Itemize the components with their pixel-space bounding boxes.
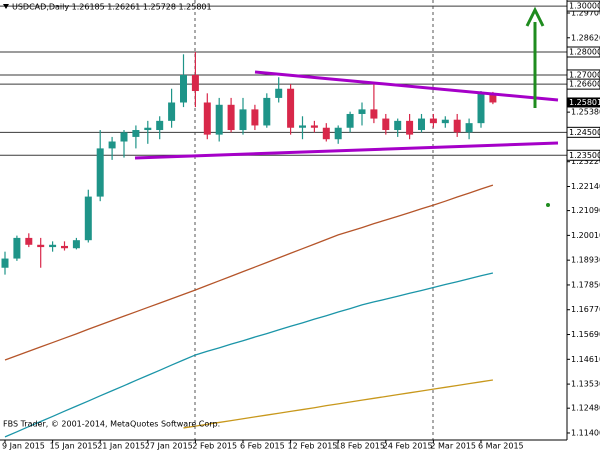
candle-body (275, 88, 283, 98)
candle-body (310, 125, 318, 128)
level-label-box (566, 78, 600, 90)
x-tick-label: 12 Feb 2015 (288, 442, 338, 450)
candle-body (61, 245, 68, 249)
moving-average (4, 272, 494, 438)
candle-body (465, 123, 473, 133)
candle-body (370, 109, 378, 119)
candle-body (346, 113, 354, 128)
candle-body (191, 74, 199, 92)
candle-body (215, 104, 223, 135)
candle-body (358, 109, 366, 114)
y-tick-label: 1.21090 (571, 206, 600, 215)
x-tick-label: 2 Feb 2015 (192, 442, 237, 450)
last-price-label: 1.25801 (569, 98, 600, 107)
candle-body (13, 237, 21, 259)
arrow-head (525, 6, 545, 27)
candle-body (96, 148, 104, 197)
candle-body (453, 119, 461, 133)
plot (0, 5, 567, 438)
level-label: 1.30000 (569, 2, 600, 11)
candle-body (49, 244, 57, 248)
y-tick-label: 1.28620 (571, 33, 600, 42)
y-tick-label: 1.11400 (571, 428, 600, 437)
candle-body (203, 102, 211, 135)
y-tick-label: 1.16770 (571, 305, 600, 314)
header: USDCAD,Daily 1.26185 1.26261 1.25728 1.2… (12, 3, 212, 12)
candle-body (132, 130, 140, 137)
candle-body (322, 127, 330, 140)
trendline (134, 141, 559, 160)
level-label: 1.28000 (569, 48, 600, 57)
trendline (254, 70, 559, 102)
candle-body (394, 120, 402, 131)
y-tick-label: 1.20010 (571, 231, 600, 240)
candle-body (227, 104, 235, 131)
candle-body (25, 237, 33, 245)
candle-body (108, 141, 116, 149)
candle-body (144, 127, 152, 131)
x-tick-label: 24 Feb 2015 (383, 442, 433, 450)
y-tick-label: 1.12480 (571, 404, 600, 413)
y-tick-label: 1.17850 (571, 280, 600, 289)
candle-body (299, 125, 306, 128)
candle-body (263, 97, 271, 126)
marker (546, 203, 550, 207)
x-tick-label: 2 Mar 2015 (430, 442, 476, 450)
candle-body (406, 120, 414, 135)
level-label-box (566, 126, 600, 138)
last-price-box (567, 97, 600, 108)
candle-body (334, 127, 342, 140)
y-tick-label: 1.15690 (571, 330, 600, 339)
x-tick-label: 6 Mar 2015 (478, 442, 524, 450)
y-tick-label: 1.13530 (571, 380, 600, 389)
candle-body (441, 119, 449, 124)
level-label: 1.27000 (569, 70, 600, 79)
candle-body (429, 118, 437, 124)
candle-body (120, 132, 128, 142)
level-label: 1.23500 (569, 151, 600, 160)
copyright: FBS Trader, © 2001-2014, MetaQuotes Soft… (3, 420, 220, 429)
y-tick-label: 1.25380 (571, 108, 600, 117)
x-tick-label: 9 Jan 2015 (2, 442, 45, 450)
candle-body (382, 118, 390, 131)
y-tick-label: 1.23220 (571, 157, 600, 166)
moving-average (4, 184, 494, 361)
level-label: 1.26600 (569, 80, 600, 89)
candle-body (37, 244, 45, 248)
menu-icon (3, 4, 9, 9)
y-tick-label: 1.14610 (571, 355, 600, 364)
level-label: 1.24500 (569, 128, 600, 137)
candle-body (287, 88, 295, 128)
candle-body (156, 120, 164, 131)
candle-body (477, 93, 485, 124)
candle-body (72, 240, 80, 249)
candle-body (239, 109, 247, 131)
level-label-box (566, 149, 600, 161)
moving-average (183, 379, 493, 429)
level-label-box (566, 0, 600, 12)
candle-body (489, 93, 497, 103)
candle-body (418, 118, 425, 131)
x-tick-label: 21 Jan 2015 (97, 442, 145, 450)
candle-body (251, 109, 259, 126)
y-tick-label: 1.22140 (571, 182, 600, 191)
x-tick-label: 6 Feb 2015 (240, 442, 285, 450)
x-tick-label: 18 Feb 2015 (335, 442, 385, 450)
x-tick-label: 15 Jan 2015 (50, 442, 98, 450)
candle-body (168, 102, 176, 121)
x-tick-label: 27 Jan 2015 (145, 442, 193, 450)
candle-body (180, 74, 187, 103)
candle-body (1, 258, 9, 268)
candle-body (84, 196, 92, 241)
level-label-box (566, 46, 600, 58)
y-tick-label: 1.29700 (571, 8, 600, 17)
y-tick-label: 1.18930 (571, 256, 600, 265)
